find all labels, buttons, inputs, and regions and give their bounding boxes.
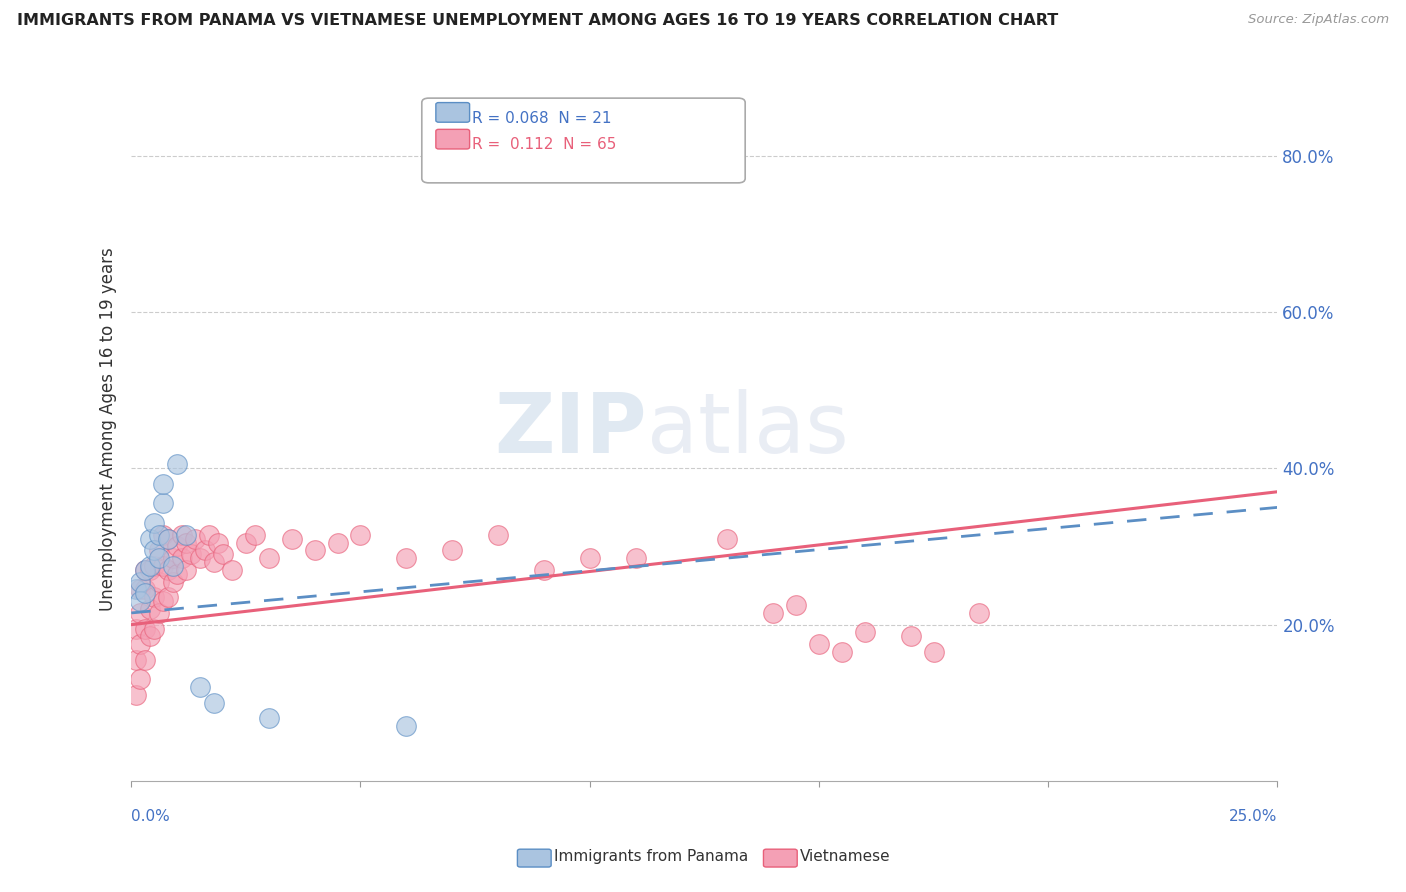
Point <box>922 645 945 659</box>
Point <box>138 629 160 643</box>
Point <box>138 532 160 546</box>
Point <box>125 688 148 702</box>
Point <box>152 594 174 608</box>
Text: 0.0%: 0.0% <box>131 809 170 824</box>
Point <box>129 673 152 687</box>
Text: atlas: atlas <box>647 389 849 470</box>
Point <box>138 602 160 616</box>
Point <box>212 547 235 561</box>
Point <box>125 622 148 636</box>
Point <box>831 645 853 659</box>
Point <box>143 591 166 605</box>
Point <box>156 591 179 605</box>
Point <box>180 547 202 561</box>
Text: Immigrants from Panama: Immigrants from Panama <box>554 849 748 863</box>
Point <box>148 543 170 558</box>
Point <box>138 563 160 577</box>
Text: IMMIGRANTS FROM PANAMA VS VIETNAMESE UNEMPLOYMENT AMONG AGES 16 TO 19 YEARS CORR: IMMIGRANTS FROM PANAMA VS VIETNAMESE UNE… <box>17 13 1059 29</box>
Point <box>148 528 170 542</box>
Point <box>162 551 184 566</box>
Point <box>900 629 922 643</box>
Point <box>143 516 166 530</box>
Point <box>166 540 188 554</box>
Point <box>202 696 225 710</box>
Point <box>129 606 152 620</box>
Point <box>174 535 197 549</box>
Point <box>152 477 174 491</box>
Point <box>152 559 174 574</box>
Point <box>152 496 174 510</box>
Text: Vietnamese: Vietnamese <box>800 849 890 863</box>
Point <box>138 559 160 574</box>
Point <box>148 606 170 620</box>
Point <box>716 532 738 546</box>
Y-axis label: Unemployment Among Ages 16 to 19 years: Unemployment Among Ages 16 to 19 years <box>100 247 117 611</box>
Point <box>174 563 197 577</box>
Point <box>578 551 600 566</box>
Point <box>188 551 211 566</box>
Point <box>624 551 647 566</box>
Point <box>143 559 166 574</box>
Point <box>134 563 156 577</box>
Point <box>198 528 221 542</box>
Point <box>243 528 266 542</box>
Point <box>125 582 148 597</box>
Point <box>184 532 207 546</box>
Point <box>129 637 152 651</box>
Point <box>143 622 166 636</box>
Point <box>134 622 156 636</box>
Point <box>129 594 152 608</box>
Point <box>785 598 807 612</box>
Point <box>162 574 184 589</box>
Point <box>395 719 418 733</box>
Point <box>156 532 179 546</box>
Point <box>148 551 170 566</box>
Point <box>257 551 280 566</box>
Point <box>235 535 257 549</box>
Point <box>280 532 302 546</box>
Point <box>486 528 509 542</box>
Point <box>148 574 170 589</box>
Text: Source: ZipAtlas.com: Source: ZipAtlas.com <box>1249 13 1389 27</box>
Point <box>156 563 179 577</box>
Point <box>134 586 156 600</box>
Point <box>125 653 148 667</box>
Point <box>194 543 217 558</box>
Point <box>143 543 166 558</box>
Point <box>174 528 197 542</box>
Point <box>441 543 464 558</box>
Point <box>969 606 991 620</box>
Point <box>129 582 152 597</box>
Point <box>170 551 193 566</box>
Point <box>170 528 193 542</box>
Text: R =  0.112  N = 65: R = 0.112 N = 65 <box>472 137 617 153</box>
Point <box>166 458 188 472</box>
Point <box>134 653 156 667</box>
Point <box>395 551 418 566</box>
Text: R = 0.068  N = 21: R = 0.068 N = 21 <box>472 111 612 126</box>
Point <box>533 563 555 577</box>
Point <box>162 559 184 574</box>
Point <box>326 535 349 549</box>
Point <box>221 563 243 577</box>
Point <box>156 532 179 546</box>
Point <box>807 637 830 651</box>
Point <box>129 574 152 589</box>
Point <box>134 563 156 577</box>
Point <box>207 535 229 549</box>
Point <box>853 625 876 640</box>
Text: 25.0%: 25.0% <box>1229 809 1278 824</box>
Point <box>257 711 280 725</box>
Point <box>188 680 211 694</box>
Text: ZIP: ZIP <box>495 389 647 470</box>
Point <box>152 528 174 542</box>
Point <box>349 528 371 542</box>
Point <box>166 566 188 581</box>
Point <box>762 606 785 620</box>
Point <box>202 555 225 569</box>
Point <box>134 582 156 597</box>
Point <box>304 543 326 558</box>
